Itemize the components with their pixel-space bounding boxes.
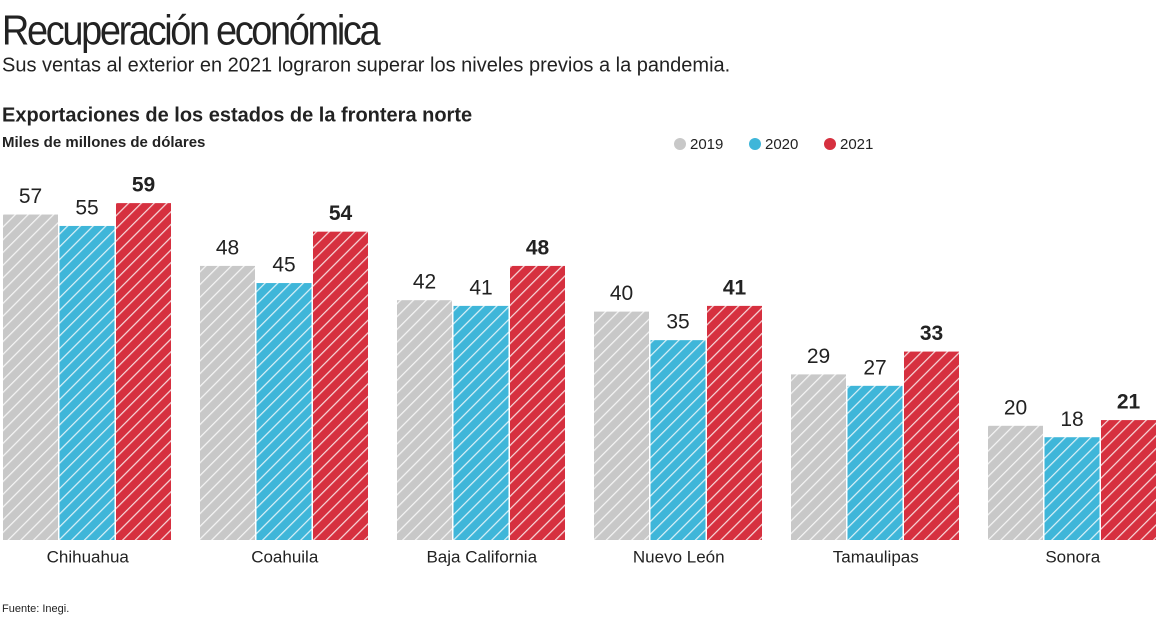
- bar: [1101, 420, 1156, 540]
- bar: [313, 231, 368, 540]
- value-label: 42: [413, 271, 436, 294]
- value-label: 48: [526, 236, 550, 259]
- x-tick-label: Coahuila: [251, 547, 319, 566]
- chart-heading: Exportaciones de los estados de la front…: [2, 104, 472, 126]
- chart-title: Recuperación económica: [2, 8, 381, 54]
- value-label: 41: [723, 276, 747, 299]
- value-label: 27: [863, 356, 886, 379]
- value-label: 59: [132, 174, 155, 197]
- x-tick-label: Baja California: [426, 547, 537, 566]
- legend-marker: [674, 138, 686, 150]
- legend-label: 2021: [840, 136, 873, 153]
- value-label: 33: [920, 322, 943, 345]
- x-tick-label: Chihuahua: [47, 547, 130, 566]
- legend-marker: [749, 138, 761, 150]
- bar: [988, 425, 1043, 540]
- value-label: 21: [1117, 391, 1141, 414]
- bar: [397, 300, 452, 540]
- bar: [59, 225, 115, 540]
- value-label: 18: [1060, 408, 1083, 431]
- value-label: 35: [666, 311, 689, 334]
- legend-label: 2019: [690, 136, 723, 153]
- source: Fuente: Inegi.: [2, 603, 69, 615]
- x-tick-label: Sonora: [1045, 547, 1100, 566]
- x-tick-label: Nuevo León: [633, 547, 725, 566]
- legend-label: 2020: [765, 136, 798, 153]
- bar: [650, 340, 706, 540]
- value-label: 41: [469, 276, 492, 299]
- bar: [594, 311, 649, 540]
- chart-subtitle: Sus ventas al exterior en 2021 lograron …: [2, 54, 730, 76]
- value-label: 20: [1004, 396, 1027, 419]
- bar: [453, 305, 509, 540]
- bar: [904, 351, 959, 540]
- value-label: 55: [75, 196, 98, 219]
- bar: [1044, 437, 1100, 540]
- value-label: 48: [216, 236, 239, 259]
- bar: [791, 374, 846, 540]
- legend-marker: [824, 138, 836, 150]
- bar: [256, 283, 312, 540]
- bar: [707, 305, 762, 540]
- bar: [200, 265, 255, 540]
- value-label: 45: [272, 254, 295, 277]
- bar: [510, 265, 565, 540]
- value-label: 54: [329, 202, 353, 225]
- value-label: 29: [807, 345, 830, 368]
- units-label: Miles de millones de dólares: [2, 134, 205, 151]
- x-tick-label: Tamaulipas: [833, 547, 919, 566]
- bar: [116, 203, 171, 541]
- bar: [3, 214, 58, 540]
- bar: [847, 385, 903, 540]
- value-label: 57: [19, 185, 42, 208]
- value-label: 40: [610, 282, 633, 305]
